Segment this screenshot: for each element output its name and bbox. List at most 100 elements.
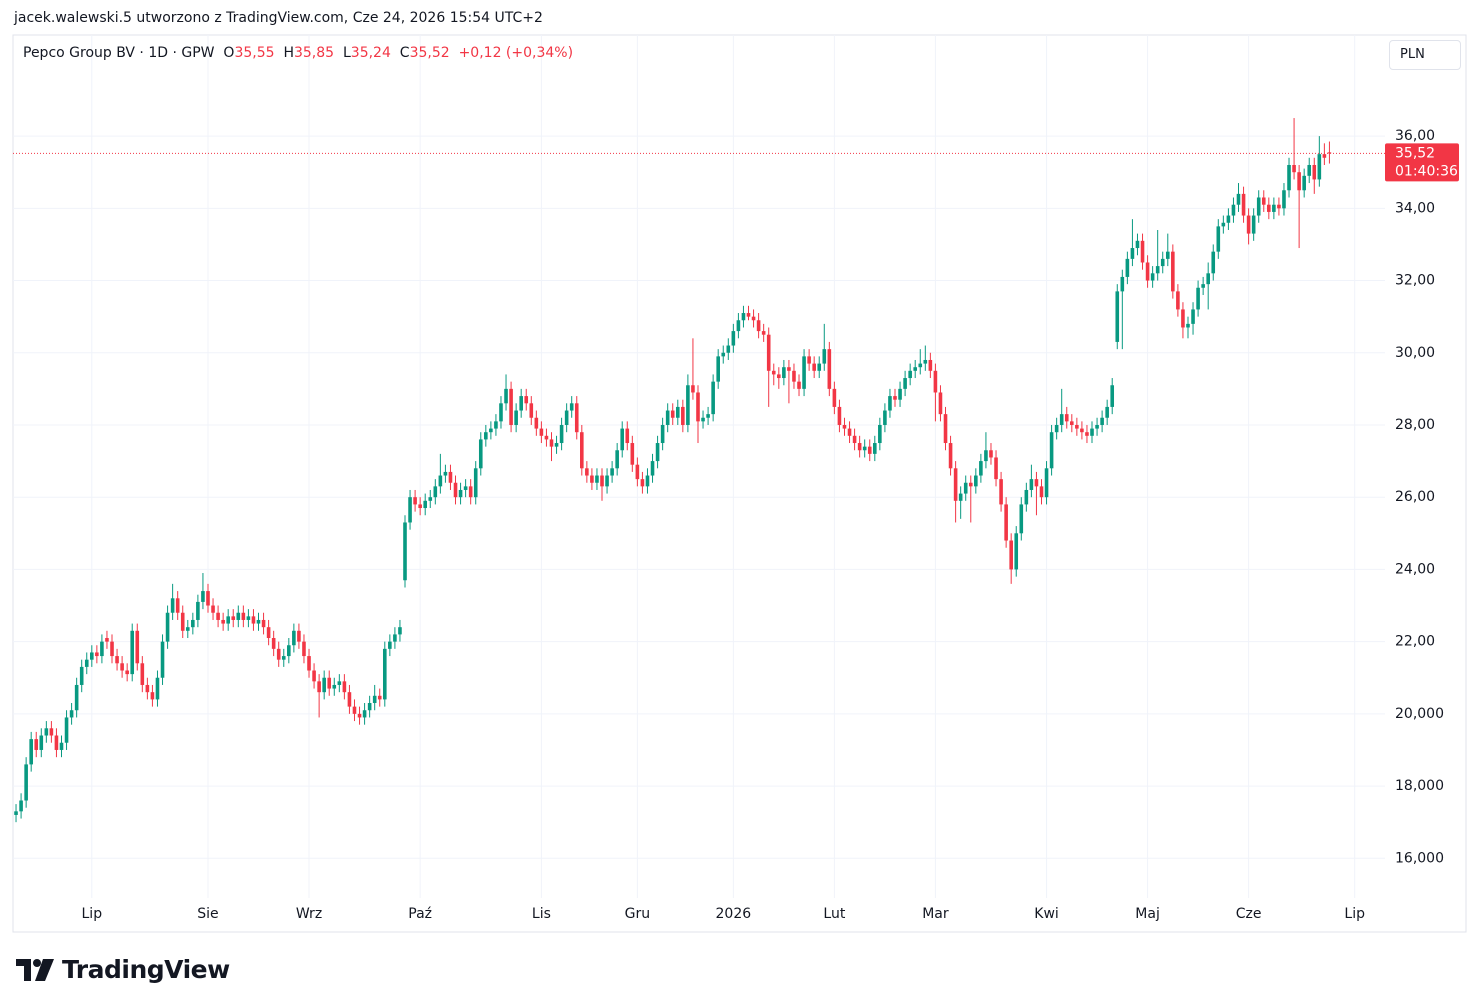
- candle-body: [44, 728, 49, 736]
- candle-body: [867, 446, 872, 454]
- candle-body: [1277, 204, 1281, 209]
- last-price-badge: [1385, 143, 1459, 182]
- candle-body: [534, 417, 539, 429]
- candle-body: [792, 370, 796, 382]
- candle-body: [377, 695, 382, 700]
- candle-body: [24, 764, 28, 801]
- candle-body: [817, 363, 822, 371]
- candle-body: [519, 396, 523, 411]
- countdown: 01:40:36: [1395, 163, 1458, 179]
- candle-body: [372, 695, 377, 704]
- candle-body: [302, 641, 306, 657]
- candle-body: [206, 591, 210, 606]
- candle-body: [342, 681, 347, 693]
- candle-body: [276, 648, 281, 660]
- candle-body: [928, 359, 933, 371]
- candle-body: [913, 367, 918, 371]
- candle-body: [1267, 204, 1271, 212]
- candle-body: [418, 504, 422, 509]
- candle-body: [681, 406, 685, 425]
- candle-body: [711, 381, 715, 415]
- candle-body: [34, 739, 39, 750]
- open-label: O: [223, 45, 235, 61]
- candle-body: [211, 605, 215, 613]
- candle-body: [322, 677, 326, 693]
- low-label: L: [342, 45, 351, 61]
- candle-body: [736, 320, 741, 332]
- y-tick-label: 30,00: [1395, 345, 1435, 361]
- candle-body: [908, 370, 912, 379]
- candle-body: [428, 497, 433, 501]
- candle-body: [236, 612, 241, 620]
- candle-body: [1211, 251, 1216, 274]
- candle-body: [756, 320, 761, 332]
- candle-body: [504, 388, 508, 404]
- candle-body: [1226, 215, 1231, 223]
- candle-body: [408, 497, 412, 523]
- candle-body: [1302, 175, 1306, 191]
- candle-body: [256, 619, 261, 624]
- candle-body: [610, 468, 614, 476]
- candle-body: [807, 356, 811, 364]
- attribution: jacek.walewski.5 utworzono z TradingView…: [14, 10, 543, 26]
- candle-body: [968, 482, 973, 487]
- candle-body: [1085, 432, 1089, 436]
- candle-body: [1039, 486, 1044, 498]
- candle-body: [670, 410, 675, 418]
- candle-body: [958, 493, 963, 501]
- candle-body: [1307, 164, 1312, 176]
- candle-body: [716, 356, 720, 382]
- candle-body: [999, 479, 1003, 505]
- candle-body: [382, 648, 387, 700]
- candle-body: [1145, 262, 1150, 281]
- candle-body: [1221, 222, 1226, 227]
- currency-button[interactable]: PLN: [1389, 40, 1461, 70]
- candle-body: [1150, 273, 1155, 281]
- candle-body: [691, 385, 695, 393]
- candle-body: [1191, 309, 1195, 324]
- candle-body: [1120, 276, 1125, 292]
- candle-body: [292, 630, 296, 646]
- candle-body: [1261, 197, 1266, 205]
- candle-body: [1110, 385, 1115, 407]
- candle-body: [1297, 172, 1301, 191]
- logo-mark: [16, 958, 54, 981]
- chart-frame: [12, 34, 1467, 933]
- candle-body: [1317, 154, 1322, 180]
- candle-body: [1080, 428, 1084, 433]
- x-tick-label: Lip: [1344, 906, 1365, 922]
- candle-body: [150, 692, 155, 700]
- candle-body: [165, 612, 170, 642]
- candle-body: [878, 424, 882, 444]
- candle-body: [660, 424, 665, 444]
- candle-body: [832, 388, 837, 407]
- candle-body: [105, 638, 109, 642]
- candle-body: [317, 681, 321, 693]
- candle-body: [1019, 504, 1024, 534]
- candle-body: [246, 616, 251, 620]
- candle-body: [686, 385, 690, 425]
- candle-body: [1231, 204, 1236, 216]
- candle-body: [1095, 424, 1099, 429]
- candle-body: [1054, 424, 1059, 433]
- candle-body: [1322, 154, 1327, 158]
- candle-body: [620, 428, 625, 451]
- candle-body: [898, 388, 902, 400]
- x-tick-label: Lut: [823, 906, 845, 922]
- candle-body: [1075, 424, 1079, 429]
- candle-body: [79, 666, 84, 685]
- candle-body: [241, 612, 246, 620]
- candle-body: [862, 446, 867, 451]
- candle-body: [989, 450, 993, 458]
- candle-body: [984, 450, 988, 462]
- candle-body: [837, 406, 842, 425]
- candle-body: [1059, 414, 1064, 425]
- candle-body: [367, 703, 372, 711]
- candle-body: [595, 475, 599, 483]
- candle-body: [19, 800, 23, 812]
- candle-body: [231, 616, 236, 620]
- candle-body: [297, 630, 301, 642]
- candle-body: [110, 641, 114, 657]
- x-tick-label: Wrz: [296, 906, 322, 922]
- candle-body: [347, 692, 352, 707]
